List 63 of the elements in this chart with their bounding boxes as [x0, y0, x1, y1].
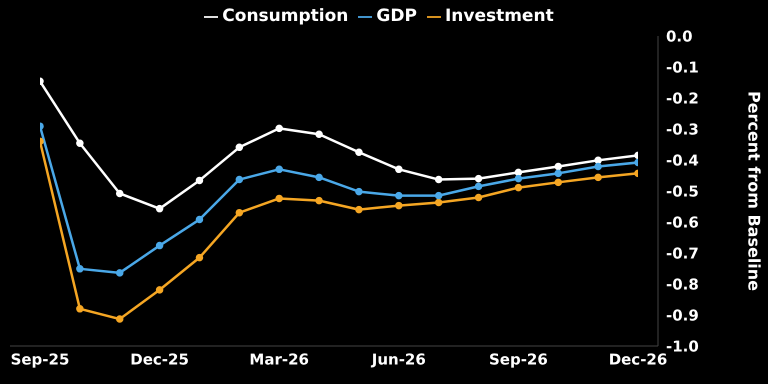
- point: [275, 166, 283, 174]
- x-tick-label: Sep-25: [10, 350, 70, 369]
- point: [434, 198, 442, 206]
- point: [434, 192, 442, 200]
- point: [395, 192, 403, 200]
- point: [315, 196, 323, 204]
- y-tick-label: -0.4: [666, 151, 699, 170]
- point: [275, 124, 283, 132]
- point: [236, 208, 244, 216]
- y-tick-label: -0.3: [666, 120, 699, 138]
- y-tick-label: -0.8: [666, 275, 699, 294]
- legend-label: Investment: [444, 6, 554, 26]
- point: [474, 194, 482, 202]
- point: [236, 144, 244, 152]
- point: [355, 148, 363, 156]
- point: [156, 242, 164, 250]
- y-tick-label: -0.2: [666, 89, 699, 108]
- legend-label: Consumption: [222, 6, 348, 26]
- point: [156, 286, 164, 294]
- point: [594, 156, 602, 164]
- y-tick-label: -1.0: [666, 337, 699, 356]
- point: [116, 315, 124, 323]
- x-tick-label: Sep-26: [488, 350, 548, 369]
- point: [315, 130, 323, 138]
- y-axis-title: Percent from Baseline: [744, 90, 764, 292]
- y-tick-label: -0.9: [666, 306, 699, 324]
- point: [315, 174, 323, 182]
- point: [355, 206, 363, 214]
- point: [236, 176, 244, 184]
- x-tick-label: Dec-26: [608, 350, 668, 369]
- point: [196, 176, 204, 184]
- point: [196, 254, 204, 262]
- point: [594, 174, 602, 182]
- point: [554, 162, 562, 170]
- point: [76, 140, 84, 148]
- y-tick-label: -0.1: [666, 58, 699, 76]
- point: [474, 182, 482, 190]
- point: [76, 305, 84, 313]
- point: [275, 194, 283, 202]
- point: [76, 265, 84, 273]
- y-tick-label: -0.6: [666, 213, 699, 232]
- legend-label: GDP: [376, 6, 417, 26]
- point: [116, 190, 124, 198]
- point: [594, 162, 602, 170]
- point: [434, 176, 442, 184]
- point: [355, 188, 363, 196]
- point: [554, 170, 562, 178]
- point: [514, 184, 522, 192]
- y-tick-label: -0.5: [666, 182, 699, 200]
- x-tick-label: Jun-26: [370, 350, 426, 369]
- point: [514, 168, 522, 176]
- point: [554, 178, 562, 186]
- y-tick-label: -0.7: [666, 244, 699, 262]
- point: [196, 216, 204, 224]
- x-tick-label: Mar-26: [249, 350, 309, 369]
- point: [116, 269, 124, 277]
- point: [156, 204, 164, 212]
- x-tick-label: Dec-25: [130, 350, 189, 369]
- y-tick-label: 0.0: [666, 27, 693, 46]
- point: [395, 202, 403, 210]
- point: [395, 166, 403, 174]
- point: [474, 174, 482, 182]
- point: [514, 174, 522, 182]
